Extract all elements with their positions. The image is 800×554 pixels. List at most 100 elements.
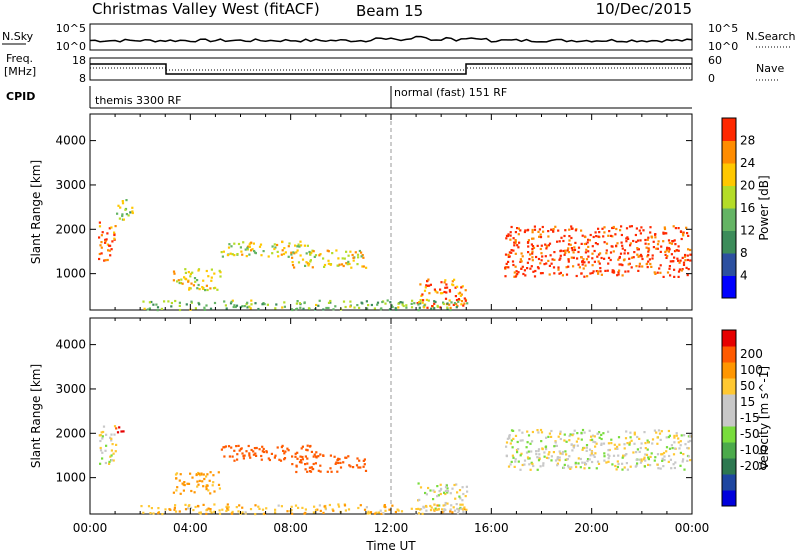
echo-cell (663, 226, 666, 229)
echo-cell (209, 508, 212, 511)
echo-cell (544, 243, 547, 246)
echo-cell (607, 262, 610, 265)
echo-cell (309, 260, 312, 263)
echo-cell (121, 200, 124, 203)
echo-cell (190, 282, 193, 285)
echo-cell (593, 455, 596, 458)
echo-cell (350, 266, 353, 269)
echo-cell (622, 259, 626, 262)
echo-cell (663, 455, 666, 458)
echo-cell (581, 234, 584, 237)
echo-cell (458, 495, 461, 498)
echo-cell (652, 240, 655, 243)
echo-cell (668, 248, 671, 251)
echo-cell (601, 227, 604, 230)
echo-cell (628, 443, 631, 446)
echo-cell (505, 237, 508, 240)
echo-region (291, 249, 368, 269)
echo-cell (111, 240, 114, 243)
echo-cell (516, 451, 519, 454)
echo-cell (521, 265, 524, 268)
echo-cell (599, 252, 602, 255)
echo-cell (565, 266, 568, 269)
echo-cell (617, 454, 620, 457)
echo-cell (331, 508, 334, 511)
echo-cell (674, 461, 677, 464)
echo-cell (686, 258, 689, 262)
echo-cell (659, 438, 662, 441)
echo-cell (509, 238, 512, 241)
echo-cell (358, 249, 361, 253)
echo-cell (650, 235, 653, 238)
echo-cell (617, 258, 620, 261)
echo-cell (260, 454, 263, 458)
echo-cell (460, 507, 463, 510)
echo-cell (585, 242, 588, 245)
echo-cell (421, 293, 424, 296)
echo-cell (505, 445, 508, 448)
echo-cell (300, 461, 303, 464)
echo-cell (634, 233, 637, 237)
echo-cell (463, 302, 466, 305)
echo-cell (619, 229, 622, 232)
echo-cell (273, 247, 276, 251)
echo-cell (618, 256, 621, 259)
echo-cell (182, 483, 185, 486)
echo-cell (616, 445, 619, 448)
echo-cell (523, 459, 527, 462)
echo-cell (241, 305, 244, 308)
echo-cell (299, 459, 302, 462)
echo-cell (184, 271, 187, 274)
echo-cell (249, 508, 253, 511)
echo-cell (511, 260, 515, 263)
echo-cell (596, 432, 599, 435)
echo-cell (607, 457, 610, 460)
echo-cell (579, 457, 582, 461)
echo-cell (423, 304, 426, 307)
freq-series (90, 63, 692, 75)
echo-cell (433, 490, 436, 493)
echo-cell (465, 508, 468, 511)
echo-cell (460, 293, 463, 296)
echo-cell (250, 241, 253, 244)
echo-cell (340, 263, 344, 266)
echo-cell (517, 460, 520, 463)
echo-cell (291, 261, 294, 264)
echo-cell (552, 266, 556, 269)
echo-cell (314, 254, 318, 257)
echo-cell (508, 434, 511, 437)
echo-cell (537, 267, 540, 270)
echo-cell (557, 229, 560, 232)
echo-cell (205, 304, 208, 307)
echo-cell (596, 460, 600, 463)
echo-cell (443, 290, 446, 294)
colorbar-segment (722, 490, 736, 507)
echo-cell (417, 482, 420, 485)
y-tick-label: 3000 (55, 382, 86, 396)
echo-cell (673, 466, 676, 470)
echo-cell (343, 504, 347, 507)
echo-cell (196, 287, 199, 290)
echo-cell (358, 459, 361, 462)
echo-cell (603, 257, 606, 260)
echo-cell (577, 437, 580, 440)
echo-cell (218, 512, 222, 515)
echo-cell (594, 445, 597, 448)
echo-cell (275, 303, 278, 306)
echo-cell (313, 453, 316, 456)
echo-cell (505, 441, 509, 444)
echo-cell (241, 253, 244, 256)
echo-cell (655, 431, 658, 434)
echo-cell (301, 458, 304, 461)
echo-cell (382, 512, 385, 515)
echo-cell (682, 263, 686, 266)
echo-cell (98, 236, 101, 239)
echo-cell (426, 284, 429, 287)
colorbar-tick-label: 16 (740, 201, 755, 215)
echo-cell (653, 271, 656, 274)
echo-cell (102, 425, 106, 428)
echo-cell (535, 453, 538, 456)
echo-cell (688, 435, 692, 438)
echo-cell (405, 304, 408, 307)
echo-cell (679, 444, 682, 447)
